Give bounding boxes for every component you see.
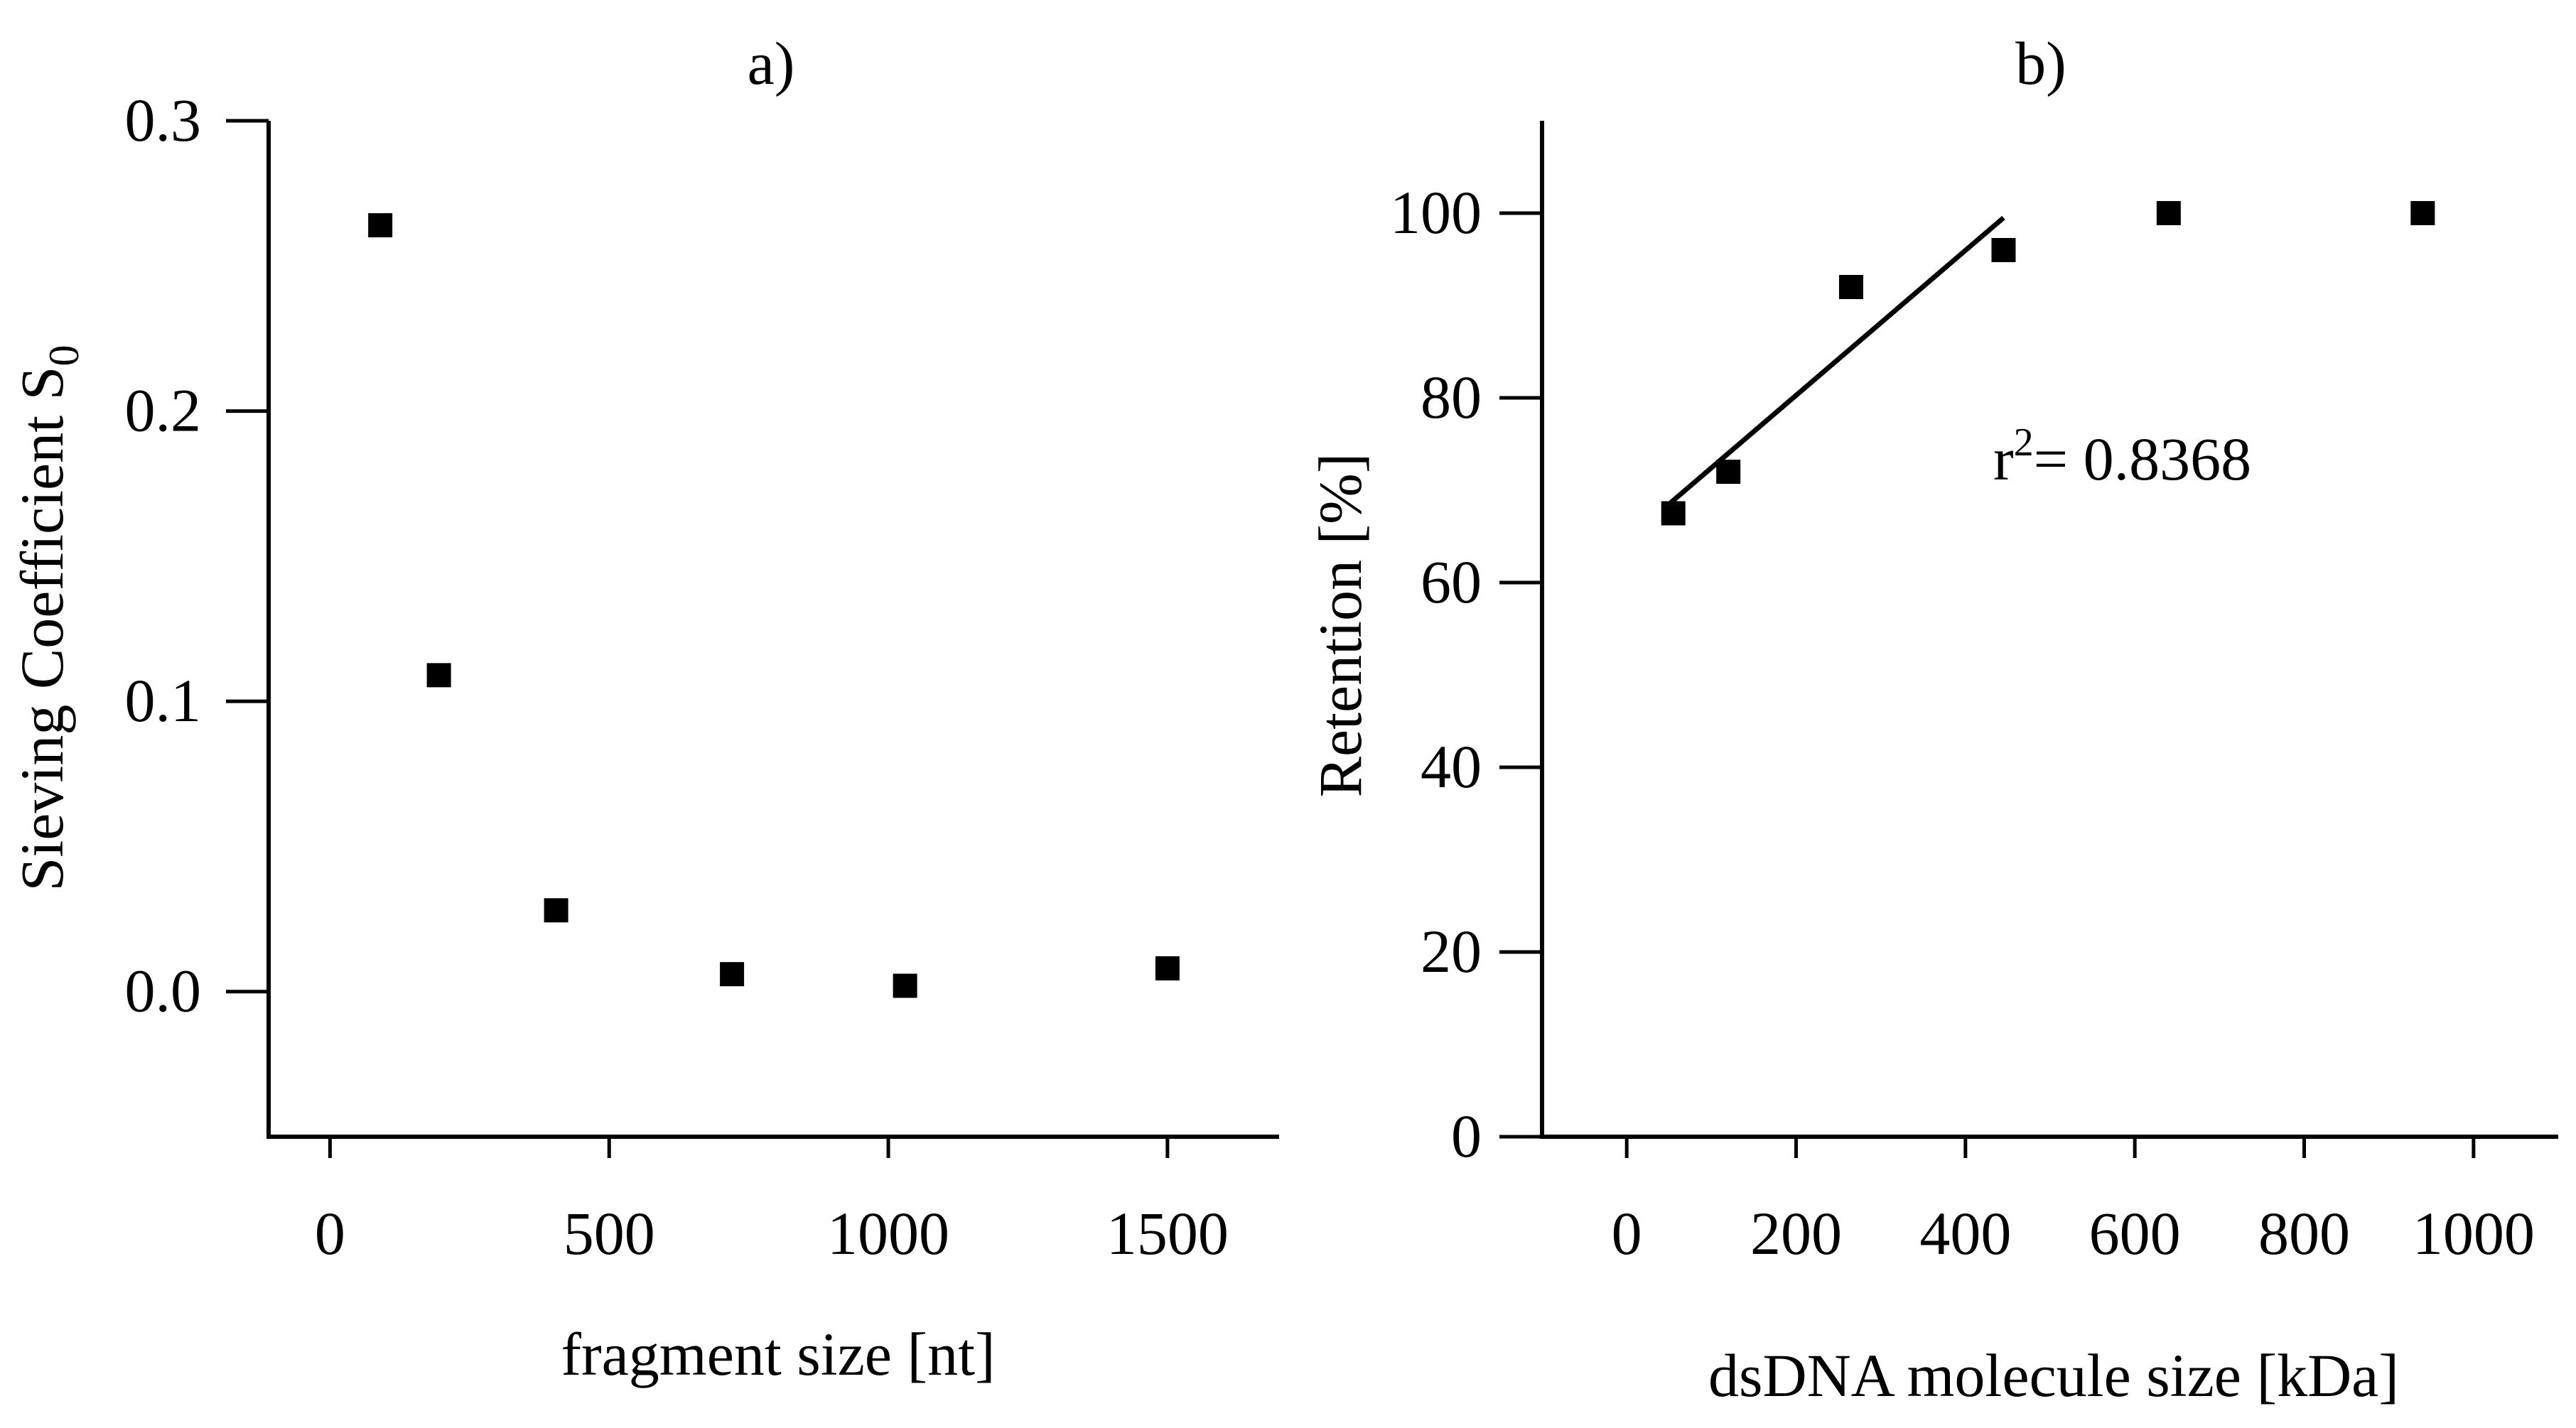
panel-a-x-ticks: 0 500 1000 1500 xyxy=(315,1137,1229,1267)
panel-a-axes xyxy=(266,121,1279,1139)
panel-b-x-tick-label: 0 xyxy=(1612,1199,1642,1267)
panel-b-y-tick-label: 100 xyxy=(1390,178,1482,247)
panel-b-axes xyxy=(1540,121,2558,1139)
panel-b-y-tick-label: 40 xyxy=(1421,732,1482,801)
panel-a-y-ticks: 0.0 0.1 0.2 0.3 xyxy=(125,86,269,1025)
panel-b-x-axis-title: dsDNA molecule size [kDa] xyxy=(1708,1341,2399,1410)
panel-b-x-tick-label: 400 xyxy=(1919,1199,2011,1267)
panel-a-data-point xyxy=(1155,956,1180,981)
panel-b-data-point xyxy=(2410,201,2435,225)
panel-b-y-ticks: 0 20 40 60 80 100 xyxy=(1390,178,1542,1170)
panel-a-x-tick-label: 500 xyxy=(564,1199,655,1267)
panel-b-fit-line xyxy=(1667,215,2005,507)
panel-b-x-ticks: 0 200 400 600 800 1000 xyxy=(1612,1137,2535,1267)
panel-b-x-tick-label: 200 xyxy=(1750,1199,1842,1267)
panel-a-data-point xyxy=(368,213,393,238)
panel-a-y-tick-label: 0.3 xyxy=(125,86,202,154)
panel-a-y-tick-label: 0.0 xyxy=(125,957,202,1025)
panel-a-x-tick-label: 1000 xyxy=(827,1199,949,1267)
panel-b-data-point xyxy=(1661,501,1686,526)
r-squared-base: r xyxy=(1993,425,2014,493)
panel-b-y-tick-label: 60 xyxy=(1421,548,1482,616)
panel-b-data-point xyxy=(1716,460,1741,484)
panel-a-x-tick-label: 0 xyxy=(315,1199,345,1267)
panel-a-y-axis-title-main: Sieving Coefficient S xyxy=(8,367,76,892)
r-squared-value: = 0.8368 xyxy=(2034,425,2252,493)
panel-a-data-point xyxy=(893,973,917,998)
panel-a-data-points xyxy=(368,213,1180,998)
panel-a-x-tick-label: 1500 xyxy=(1106,1199,1229,1267)
panel-b-retention: b) 0 200 400 600 800 1000 0 20 40 60 80 100 r2= 0.… xyxy=(1306,29,2558,1410)
panel-a-y-axis-title: Sieving Coefficient S0 xyxy=(8,345,87,892)
panel-b-y-tick-label: 80 xyxy=(1421,363,1482,431)
panel-a-data-point xyxy=(720,962,745,987)
panel-b-y-tick-label: 0 xyxy=(1451,1102,1482,1170)
panel-b-x-tick-label: 1000 xyxy=(2413,1199,2535,1267)
panel-a-title: a) xyxy=(748,29,795,97)
panel-b-data-point xyxy=(2156,201,2181,225)
panel-b-data-points xyxy=(1661,201,2435,526)
panel-a-x-axis-title: fragment size [nt] xyxy=(561,1320,995,1388)
panel-b-data-point xyxy=(1838,275,1863,299)
panel-a-sieving-coefficient: a) 0 500 1000 1500 0.0 0.1 0.2 0.3 fragment si… xyxy=(8,29,1279,1388)
panel-b-y-axis-title: Retention [%] xyxy=(1306,453,1374,798)
panel-a-y-axis-title-subscript: 0 xyxy=(41,345,87,367)
panel-a-data-point xyxy=(544,898,568,923)
panel-b-data-point xyxy=(1991,238,2016,262)
panel-b-x-tick-label: 600 xyxy=(2089,1199,2181,1267)
panel-a-y-tick-label: 0.1 xyxy=(125,666,202,735)
panel-a-y-tick-label: 0.2 xyxy=(125,377,202,445)
panel-b-r-squared-annotation: r2= 0.8368 xyxy=(1993,421,2251,493)
panel-b-y-tick-label: 20 xyxy=(1421,917,1482,985)
panel-b-x-tick-label: 800 xyxy=(2258,1199,2350,1267)
panel-b-title: b) xyxy=(2015,29,2066,97)
panel-b-fit-line-group xyxy=(1667,215,2005,507)
r-squared-superscript: 2 xyxy=(2014,421,2034,465)
panel-a-data-point xyxy=(426,663,451,688)
